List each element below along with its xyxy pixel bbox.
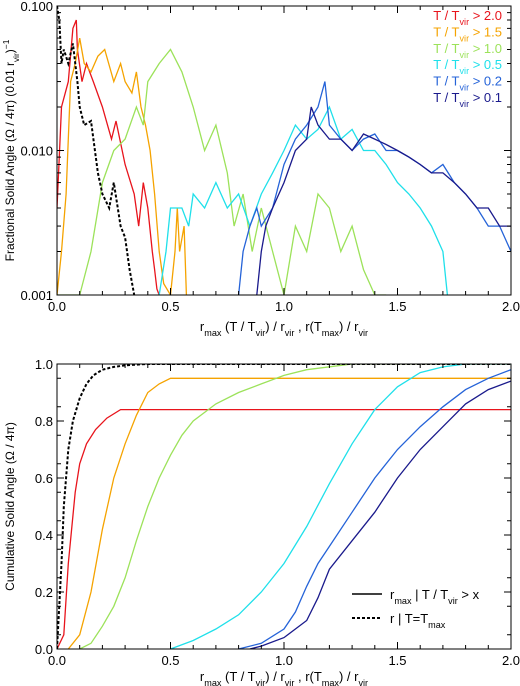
x-tick-label: 1.0 [275,653,293,668]
legend-entry: T / Tvir > 0.1 [433,90,502,109]
y-axis-label: Cumulative Solid Angle (Ω / 4π) [3,422,17,591]
y-tick-label: 0.010 [20,144,53,159]
y-axis-label: Fractional Solid Angle (Ω / 4π) (0.01 rv… [1,39,21,261]
legend-entry: T / Tvir > 2.0 [433,8,502,27]
series-line-1 [57,19,160,295]
y-tick-label: 0.100 [20,0,53,14]
y-tick-label: 0.001 [20,288,53,303]
series-line-2 [57,37,188,295]
y-tick-label: 1.0 [35,357,53,372]
x-tick-label: 2.0 [502,653,520,668]
x-tick-label: 0.0 [48,653,66,668]
legend-entry: T / Tvir > 0.2 [433,74,502,93]
cumulative-line-3 [79,364,511,649]
series-line-4 [158,105,449,295]
legend-entry: T / Tvir > 1.5 [433,24,502,43]
cumulative-line-6 [249,380,511,649]
series-group-1 [57,6,511,295]
y-tick-label: 0.0 [35,642,53,657]
legend-entry: T / Tvir > 0.5 [433,57,502,76]
x-tick-label: 1.5 [388,299,406,314]
x-tick-label: 0.0 [48,299,66,314]
y-tick-label: 0.8 [35,414,53,429]
cumulative-line-4 [170,364,511,649]
x-tick-label: 1.0 [275,299,293,314]
series-line-3 [57,48,387,295]
y-tick-label: 0.4 [35,528,53,543]
series-group-2 [57,364,511,649]
cumulative-line-5 [238,369,511,649]
x-axis-label: rmax (T / Tvir) / rvir , r(Tmax) / rvir [200,319,368,338]
x-tick-label: 1.5 [388,653,406,668]
cumulative-line-1 [57,408,511,649]
series-line-6 [256,106,511,295]
series-line-5 [237,81,511,295]
x-tick-label: 2.0 [502,299,520,314]
legend-entry: T / Tvir > 1.0 [433,41,502,60]
cumulative-line-7 [57,364,511,649]
y-tick-label: 0.2 [35,585,53,600]
x-tick-label: 0.5 [161,299,179,314]
cumulative-line-2 [67,377,511,649]
x-tick-label: 0.5 [161,653,179,668]
y-tick-label: 0.6 [35,471,53,486]
legend-entry: rmax | T / Tvir > x [390,587,480,606]
x-axis-label: rmax (T / Tvir) / rvir , r(Tmax) / rvir [200,669,368,686]
legend-entry: r | T=Tmax [390,611,446,630]
